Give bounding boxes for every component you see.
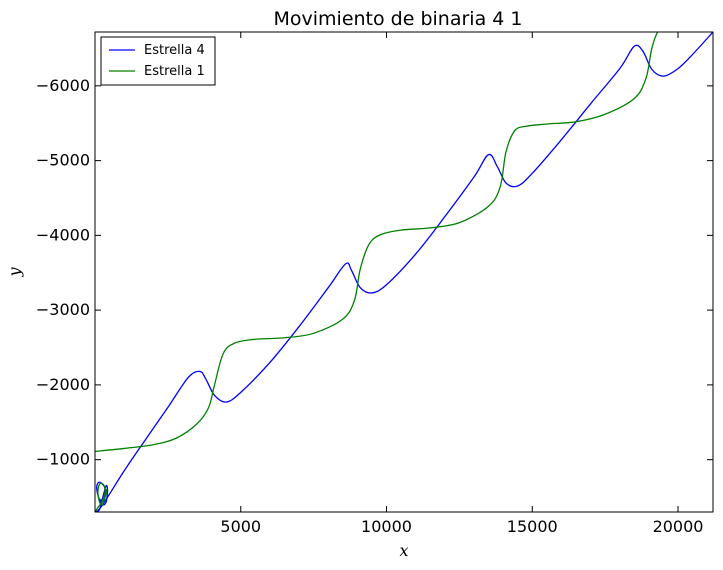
- series-line-estrella-1: [95, 32, 659, 453]
- axes-frame: [94, 31, 714, 513]
- legend-box: [100, 36, 216, 86]
- x-tick-label: 15000: [507, 517, 558, 536]
- y-tick-label: −3000: [36, 300, 90, 319]
- series-loop-estrella-1: [95, 482, 108, 512]
- y-axis-label: y: [5, 267, 24, 278]
- lines-layer: [95, 32, 713, 512]
- y-tick-label: −4000: [36, 225, 90, 244]
- axes-layer: 5000 10000 15000 20000 −1000 −2000 −3000 −4000 −…: [36, 31, 714, 536]
- chart-title: Movimiento de binaria 4 1: [274, 8, 523, 30]
- x-axis-label: x: [399, 541, 408, 560]
- x-tick-label: 20000: [653, 517, 704, 536]
- x-tick-label: 5000: [220, 517, 261, 536]
- legend-label-estrella-1: Estrella 1: [144, 64, 205, 79]
- legend: Estrella 4 Estrella 1: [100, 36, 216, 86]
- series-line-estrella-4: [95, 32, 713, 512]
- y-tick-label: −1000: [36, 450, 90, 469]
- y-tick-label: −5000: [36, 151, 90, 170]
- x-tick-label: 10000: [361, 517, 412, 536]
- legend-label-estrella-4: Estrella 4: [144, 43, 205, 58]
- y-tick-label: −2000: [36, 375, 90, 394]
- y-tick-label: −6000: [36, 76, 90, 95]
